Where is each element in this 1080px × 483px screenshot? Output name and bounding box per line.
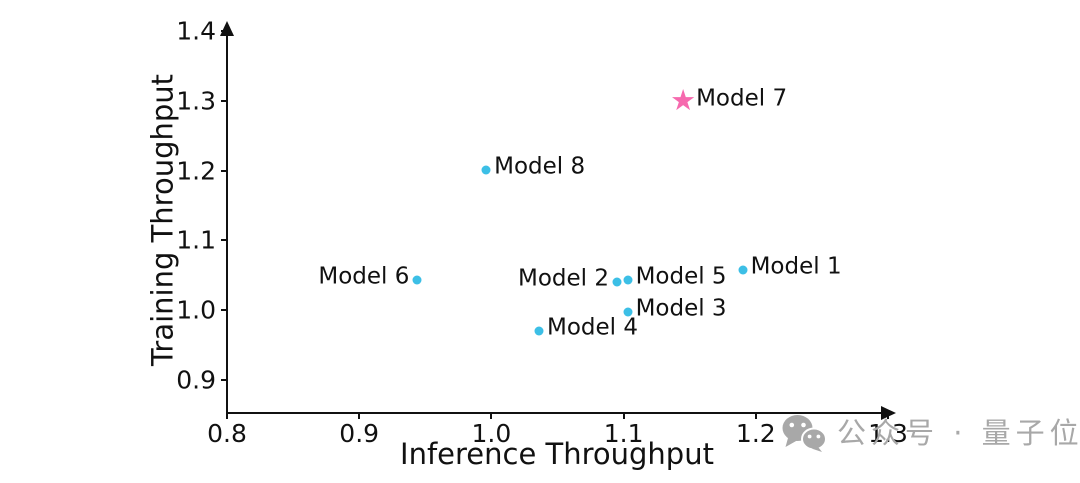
data-point-dot: [612, 277, 622, 287]
data-point-dot: [534, 326, 544, 336]
watermark: 公众号 · 量子位: [781, 414, 1080, 452]
watermark-text: 公众号 · 量子位: [837, 415, 1080, 450]
y-axis-line: [226, 30, 228, 414]
x-tick: [887, 414, 889, 419]
data-point-label: Model 4: [546, 314, 638, 341]
data-point-star: ★: [670, 83, 697, 118]
data-point-dot: [623, 275, 633, 285]
data-point-label: Model 8: [494, 153, 586, 180]
y-tick-label: 1.4: [176, 16, 216, 46]
data-point-dot: [623, 307, 633, 317]
x-tick: [622, 414, 625, 419]
data-point-label: Model 2: [517, 265, 609, 292]
y-axis-arrow-icon: [220, 21, 234, 36]
y-tick: [221, 379, 227, 381]
y-tick: [221, 169, 227, 172]
y-tick: [221, 309, 227, 312]
x-tick: [226, 414, 228, 419]
y-tick-label: 1.0: [176, 295, 216, 325]
x-axis-line: [226, 412, 888, 414]
data-point-label: Model 5: [635, 263, 727, 290]
x-tick-label: 1.3: [868, 419, 908, 448]
y-tick-label: 1.2: [176, 156, 216, 186]
y-tick-label: 0.9: [176, 365, 216, 395]
y-tick: [221, 239, 227, 242]
data-point-dot: [412, 275, 422, 285]
y-tick-label: 1.1: [176, 225, 216, 255]
y-tick: [221, 99, 227, 102]
x-tick: [754, 414, 757, 419]
data-point-label: Model 3: [635, 295, 727, 322]
data-point-label: Model 1: [750, 253, 842, 280]
data-point-label: Model 6: [318, 263, 410, 290]
data-point-dot: [738, 265, 748, 275]
y-axis-label: Training Throughput: [145, 73, 180, 367]
x-tick-label: 1.1: [603, 419, 644, 448]
wechat-icon: [782, 415, 827, 452]
x-tick-label: 0.8: [207, 419, 247, 448]
x-tick: [358, 414, 361, 419]
y-tick-label: 1.3: [176, 86, 216, 116]
x-axis-arrow-icon: [881, 406, 896, 420]
data-point-dot: [481, 165, 491, 175]
x-tick-label: 1.2: [735, 419, 776, 448]
x-tick: [490, 414, 493, 419]
y-tick: [221, 30, 227, 32]
x-axis-label: Inference Throughput: [400, 437, 714, 471]
x-tick-label: 0.9: [339, 419, 380, 448]
data-point-label: Model 7: [696, 85, 788, 112]
x-tick-label: 1.0: [471, 419, 512, 448]
